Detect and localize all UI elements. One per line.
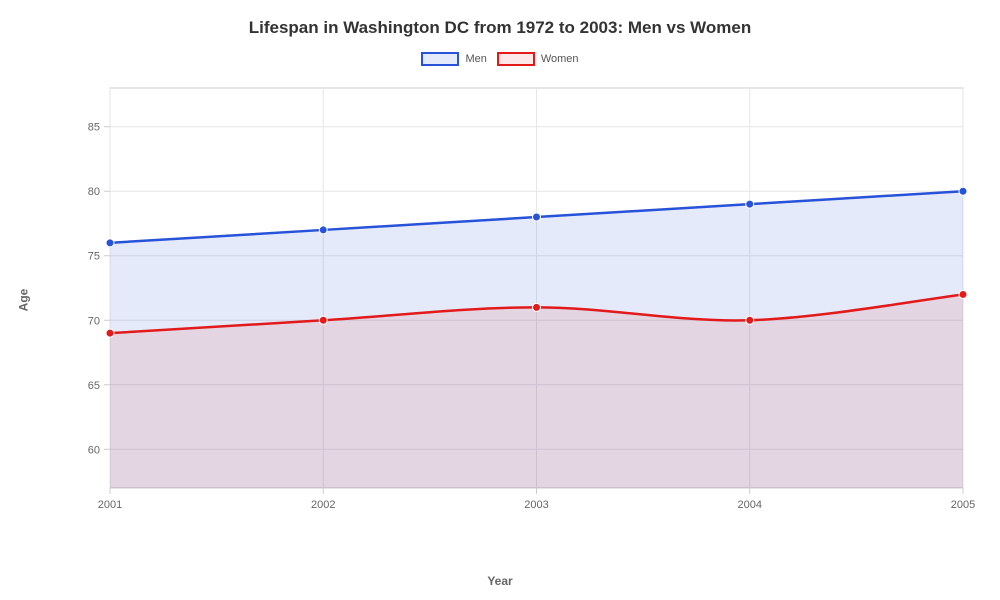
legend: Men Women (0, 52, 1000, 66)
plot-area: 2001 2002 2003 2004 2005 60 65 70 75 80 85 (65, 80, 975, 530)
legend-label-men: Men (465, 53, 486, 65)
svg-text:85: 85 (88, 122, 100, 134)
legend-swatch-men (421, 52, 459, 66)
legend-item-men[interactable]: Men (421, 52, 486, 66)
legend-swatch-women (497, 52, 535, 66)
legend-label-women: Women (541, 53, 579, 65)
x-axis-title: Year (0, 574, 1000, 588)
svg-text:2001: 2001 (98, 499, 122, 511)
chart-title: Lifespan in Washington DC from 1972 to 2… (0, 18, 1000, 38)
svg-text:2003: 2003 (524, 499, 548, 511)
svg-text:2002: 2002 (311, 499, 335, 511)
legend-item-women[interactable]: Women (497, 52, 579, 66)
svg-text:80: 80 (88, 186, 100, 198)
y-axis-title: Age (16, 289, 30, 312)
svg-text:75: 75 (88, 251, 100, 263)
svg-text:2005: 2005 (951, 499, 975, 511)
chart-svg: 2001 2002 2003 2004 2005 60 65 70 75 80 85 (65, 80, 975, 530)
chart-container: Lifespan in Washington DC from 1972 to 2… (0, 0, 1000, 600)
svg-text:2004: 2004 (738, 499, 762, 511)
svg-text:60: 60 (88, 444, 100, 456)
svg-text:65: 65 (88, 380, 100, 392)
svg-text:70: 70 (88, 315, 100, 327)
